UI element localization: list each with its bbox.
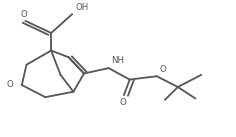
Text: O: O [7,80,14,89]
Text: O: O [119,99,126,108]
Text: NH: NH [111,56,124,65]
Text: OH: OH [76,3,89,12]
Text: O: O [159,65,166,74]
Text: O: O [21,10,28,19]
